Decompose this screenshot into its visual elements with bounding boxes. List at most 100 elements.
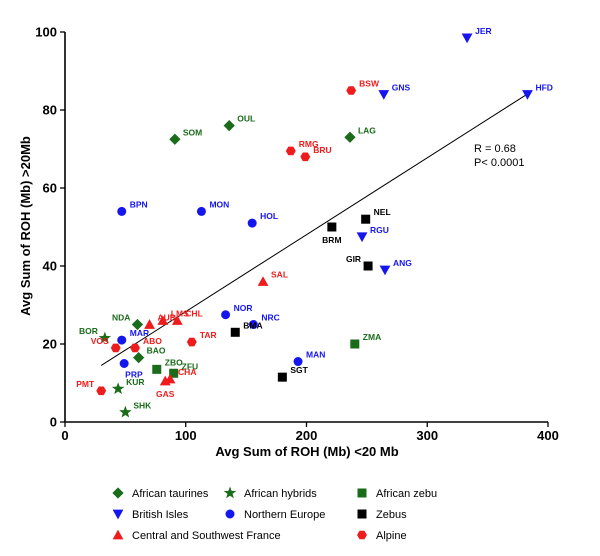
data-point-hfd: [522, 90, 533, 100]
point-label-mon: MON: [209, 199, 229, 209]
data-point-bpn: [117, 206, 127, 216]
data-point-hol: [247, 218, 257, 228]
data-point-zfu: [169, 368, 179, 378]
point-label-tar: TAR: [200, 330, 217, 340]
data-point-gns: [378, 90, 390, 100]
data-points: [96, 33, 533, 418]
point-label-hfd: HFD: [535, 82, 552, 92]
point-label-sal: SAL: [271, 270, 288, 280]
x-tick-label: 200: [296, 428, 318, 443]
data-point-lms: [157, 315, 169, 325]
data-point-zma: [350, 339, 360, 349]
data-point-nda: [131, 318, 144, 331]
point-label-gir: GIR: [346, 254, 361, 264]
legend-label: Northern Europe: [244, 509, 325, 521]
data-point-cha: [164, 373, 176, 384]
data-point-kur: [111, 382, 125, 395]
point-label-vos: VOS: [91, 336, 109, 346]
point-label-som: SOM: [183, 127, 202, 137]
point-label-oul: OUL: [237, 114, 255, 124]
point-label-aub: AUB: [158, 313, 176, 323]
y-tick-label: 0: [50, 415, 57, 430]
y-tick-label: 60: [43, 181, 57, 196]
data-point-abo: [130, 343, 140, 353]
data-point-tar: [186, 337, 197, 347]
legend: African taurines African hybrids African z…: [112, 486, 437, 542]
regression-line: [100, 92, 531, 366]
point-label-brm: BRM: [322, 235, 341, 245]
point-label-kur: KUR: [126, 377, 144, 387]
point-label-sgt: SGT: [290, 365, 308, 375]
data-point-mon: [196, 206, 206, 216]
point-label-cha: CHA: [178, 367, 196, 377]
data-point-bru: [300, 152, 311, 162]
data-point-bsw: [346, 86, 357, 95]
data-point-bma: [230, 327, 240, 337]
y-tick-label: 80: [43, 103, 57, 118]
point-label-prp: PRP: [125, 370, 143, 380]
legend-label: Central and Southwest France: [132, 530, 281, 542]
legend-marker-square: [357, 488, 367, 498]
r-value-annotation: R = 0.68: [474, 143, 516, 155]
data-point-som: [169, 133, 181, 145]
point-label-bao: BAO: [147, 346, 166, 356]
data-point-sal: [257, 276, 269, 286]
point-label-ang: ANG: [393, 258, 412, 268]
trendline-layer: [100, 92, 531, 366]
point-label-nda: NDA: [112, 313, 130, 323]
legend-marker-triangle-up: [112, 529, 124, 540]
data-point-mar: [117, 335, 127, 345]
point-label-mar: MAR: [130, 328, 149, 338]
legend-marker-star: [223, 486, 237, 499]
point-label-bma: BMA: [243, 320, 262, 330]
data-point-vos: [110, 343, 121, 353]
data-point-brm: [327, 222, 337, 232]
data-point-man: [293, 357, 303, 367]
legend-marker-hexagon: [357, 530, 367, 540]
point-label-zfu: ZFU: [182, 361, 199, 371]
point-label-rgu: RGU: [370, 225, 389, 235]
legend-label: African hybrids: [244, 488, 317, 500]
point-label-rmg: RMG: [299, 139, 319, 149]
point-label-shk: SHK: [133, 400, 152, 410]
point-label-gns: GNS: [392, 82, 411, 92]
x-tick-label: 100: [175, 428, 197, 443]
legend-marker-triangle-down: [112, 509, 124, 520]
point-label-bru: BRU: [313, 145, 331, 155]
point-label-hol: HOL: [260, 211, 278, 221]
legend-marker-square: [357, 509, 367, 519]
y-tick-label: 100: [35, 25, 57, 40]
data-point-zbo: [152, 364, 162, 374]
point-label-lms: LMS: [171, 309, 189, 319]
x-tick-label: 400: [537, 428, 559, 443]
data-point-bao: [133, 352, 145, 364]
x-axis-title: Avg Sum of ROH (Mb) <20 Mb: [215, 444, 398, 459]
point-label-gas: GAS: [156, 389, 175, 399]
data-point-gir: [363, 261, 373, 271]
data-point-aub: [144, 319, 155, 329]
point-label-abo: ABO: [143, 336, 162, 346]
legend-label: British Isles: [132, 509, 189, 521]
data-point-pmt: [96, 386, 107, 396]
data-point-ang: [379, 265, 391, 276]
legend-marker-circle: [225, 509, 235, 519]
data-point-jer: [461, 33, 473, 44]
x-tick-label: 0: [61, 428, 68, 443]
data-point-chl: [171, 315, 183, 325]
y-axis-title: Avg Sum of ROH (Mb) >20Mb: [18, 136, 33, 316]
data-point-prp: [119, 359, 129, 368]
point-label-nor: NOR: [234, 303, 253, 313]
data-point-rgu: [356, 232, 368, 243]
y-tick-label: 40: [43, 259, 57, 274]
point-label-pmt: PMT: [76, 379, 95, 389]
axes: 0 100 200 300 400 0 20 40 60 80 100: [35, 25, 559, 444]
point-label-zbo: ZBO: [165, 357, 183, 367]
point-label-nrc: NRC: [261, 313, 279, 323]
point-label-bor: BOR: [79, 326, 98, 336]
legend-label: Alpine: [376, 530, 407, 542]
data-point-nrc: [248, 320, 258, 329]
x-tick-label: 300: [416, 428, 438, 443]
